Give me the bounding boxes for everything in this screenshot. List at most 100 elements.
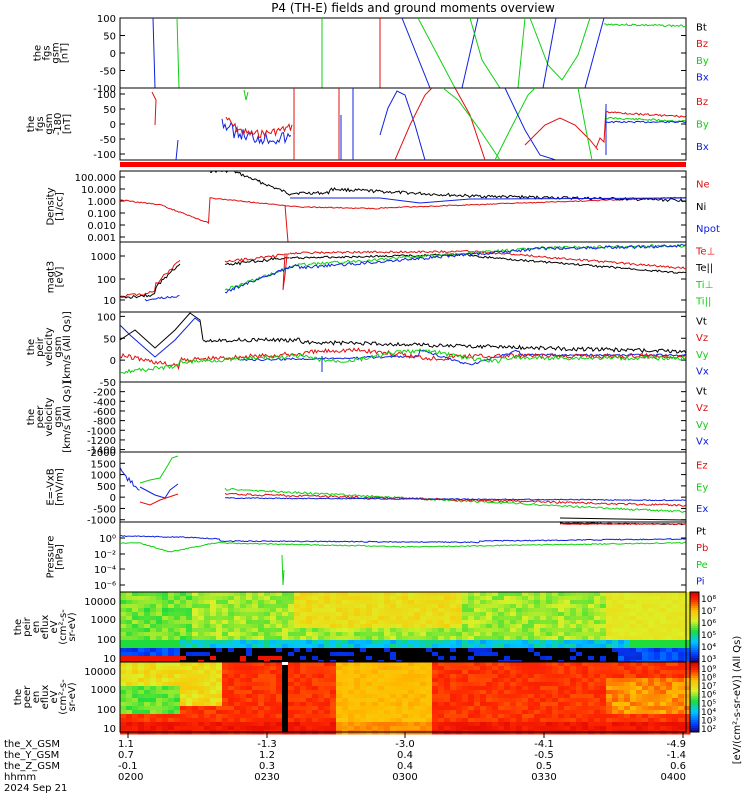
spectrogram-cell [492, 694, 499, 699]
spectrogram-cell [264, 624, 271, 629]
spectrogram-cell [306, 662, 313, 667]
colorbar-tick: 10⁷ [701, 607, 716, 617]
spectrogram-cell [168, 624, 175, 629]
spectrogram-cell [516, 640, 523, 645]
spectrogram-cell [666, 706, 673, 711]
traces [151, 88, 686, 160]
legend-Bz: Bz [696, 97, 708, 108]
spectrogram-cell [168, 600, 175, 605]
spectrogram-cell [342, 714, 349, 719]
colorbar-tick: 10⁸ [701, 595, 716, 605]
spectrogram-cell [594, 662, 601, 667]
spectrogram-cell [606, 686, 613, 691]
spectrogram-cell [672, 718, 679, 723]
spectrogram-cell [390, 640, 397, 645]
spectrogram-cell [324, 674, 331, 679]
spectrogram-cell [234, 596, 241, 601]
spectrogram-cell [222, 698, 229, 703]
spectrogram-cell [294, 616, 301, 621]
spectrogram-cell [642, 608, 649, 613]
spectrogram-cell [570, 702, 577, 707]
spectrogram-cell [588, 662, 595, 667]
spectrogram-cell [264, 652, 271, 657]
spectrogram-cell [468, 706, 475, 711]
spectrogram-cell [348, 714, 355, 719]
spectrogram-cell [612, 640, 619, 645]
spectrogram-cell [654, 624, 661, 629]
spectrogram-cell [552, 686, 559, 691]
spectrogram-cell [210, 624, 217, 629]
spectrogram-cell [318, 686, 325, 691]
spectrogram-cell [438, 648, 445, 653]
spectrogram-cell [588, 612, 595, 617]
spectrogram-cell [504, 710, 511, 715]
spectrogram-cell [510, 722, 517, 727]
spectrogram-cell [528, 600, 535, 605]
spectrogram-cell [336, 640, 343, 645]
spectrogram-cell [156, 702, 163, 707]
spectrogram-cell [498, 726, 505, 731]
spectrogram-cell [222, 694, 229, 699]
spectrogram-cell [570, 662, 577, 667]
spectrogram-cell [492, 612, 499, 617]
colorbar-segment [690, 710, 699, 713]
spectrogram-cell [468, 620, 475, 625]
spectrogram-cell [390, 694, 397, 699]
y-tick-label: 50 [103, 334, 116, 345]
spectrogram-cell [678, 644, 685, 649]
spectrogram-cell [336, 698, 343, 703]
y-axis-label: thepeirvelocitygsm[km/s (All Qs)] [26, 311, 73, 383]
spectrogram-cell [180, 592, 187, 597]
spectrogram-cell [294, 596, 301, 601]
spectrogram-cell [138, 682, 145, 687]
spectrogram-cell [462, 632, 469, 637]
spectrogram-cell [558, 652, 565, 657]
spectrogram-cell [210, 592, 217, 597]
spectrogram-cell [240, 714, 247, 719]
y-tick-label: 100 [97, 14, 116, 25]
spectrogram-cell [156, 678, 163, 683]
spectrogram-cell [234, 694, 241, 699]
spectrogram-cell [138, 662, 145, 667]
spectrogram-cell [588, 628, 595, 633]
spectrogram-cell [378, 640, 385, 645]
spectrogram-cell [462, 644, 469, 649]
spectrogram-cell [660, 690, 667, 695]
spectrogram-cell [132, 694, 139, 699]
spectrogram-cell [330, 644, 337, 649]
spectrogram-cell [372, 690, 379, 695]
spectrogram-cell [660, 698, 667, 703]
spectrogram-cell [216, 624, 223, 629]
spectrogram-cell [390, 600, 397, 605]
spectrogram-cell [204, 652, 211, 657]
spectrogram-cell [174, 674, 181, 679]
spectrogram-cell [330, 722, 337, 727]
spectrogram-cell [402, 694, 409, 699]
spectrogram-cell [456, 656, 463, 661]
spectrogram-cell [414, 656, 421, 661]
spectrogram-cell [678, 592, 685, 597]
spectrogram-cell [498, 698, 505, 703]
spectrogram-cell [186, 596, 193, 601]
colorbar-segment [690, 592, 699, 595]
spectrogram-cell [624, 596, 631, 601]
spectrogram-cell [156, 612, 163, 617]
spectrogram-cell [582, 718, 589, 723]
spectrogram-cell [348, 694, 355, 699]
spectrogram-cell [474, 702, 481, 707]
spectrogram-cell [324, 596, 331, 601]
spectrogram-cell [312, 662, 319, 667]
spectrogram-cell [606, 694, 613, 699]
spectrogram-cell [396, 722, 403, 727]
spectrogram-cell [546, 624, 553, 629]
spectrogram-cell [390, 670, 397, 675]
spectrogram-cell [558, 666, 565, 671]
spectrogram-cell [498, 636, 505, 641]
spectrogram-cell [432, 628, 439, 633]
spectrogram-cell [390, 624, 397, 629]
colorbar-segment [690, 646, 699, 649]
vx-trace [120, 317, 201, 358]
spectrogram-cell [408, 666, 415, 671]
spectrogram-cell [132, 620, 139, 625]
spectrogram-cell [204, 596, 211, 601]
